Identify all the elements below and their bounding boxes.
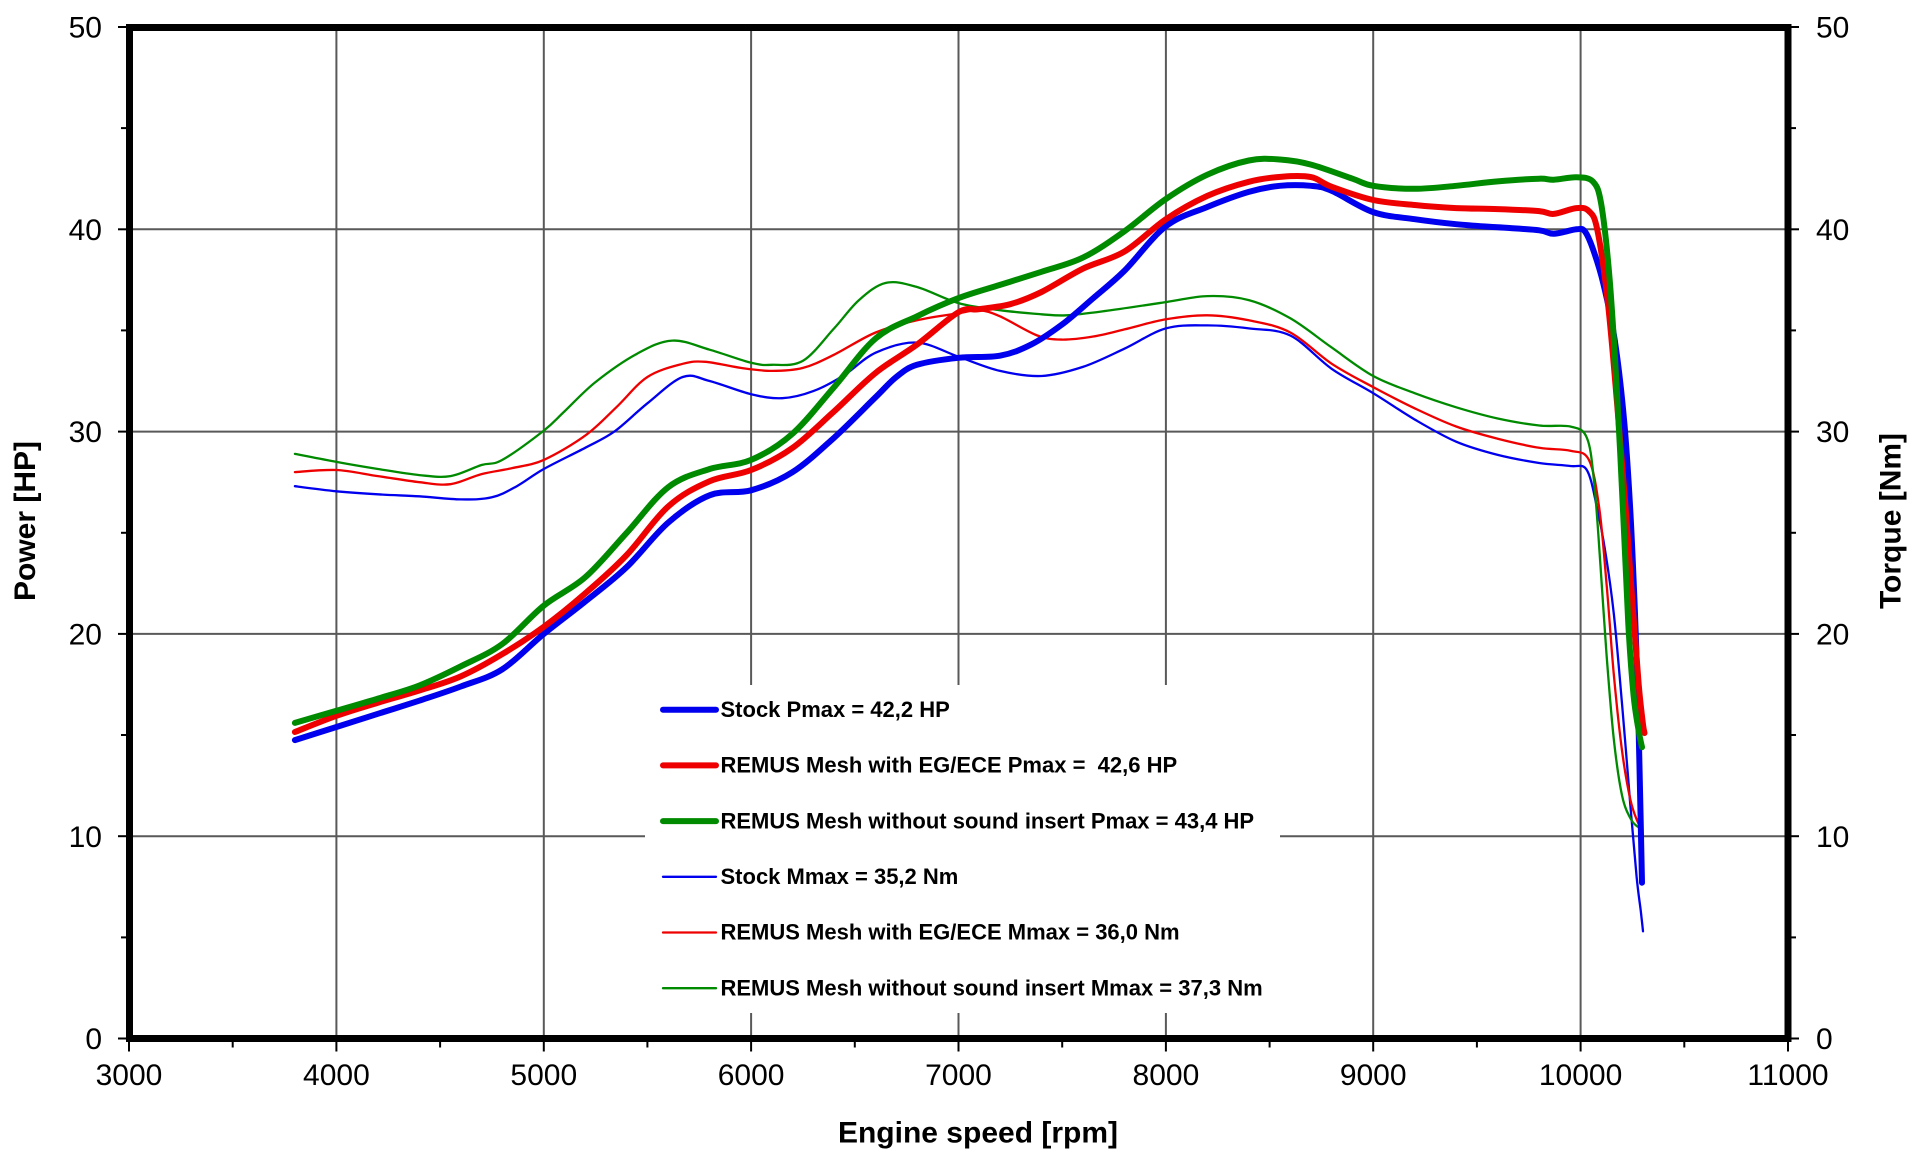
svg-text:50: 50: [69, 12, 102, 45]
svg-text:Stock Pmax = 42,2 HP: Stock Pmax = 42,2 HP: [721, 697, 950, 722]
svg-text:4000: 4000: [303, 1059, 370, 1092]
svg-text:5000: 5000: [510, 1059, 577, 1092]
svg-text:10: 10: [69, 821, 102, 854]
svg-text:30: 30: [69, 416, 102, 449]
svg-text:Torque [Nm]: Torque [Nm]: [1875, 433, 1908, 609]
svg-text:6000: 6000: [718, 1059, 785, 1092]
svg-text:REMUS Mesh with EG/ECE Pmax =: REMUS Mesh with EG/ECE Pmax = 42,6 HP: [721, 753, 1178, 778]
svg-text:11000: 11000: [1747, 1059, 1828, 1092]
svg-text:10: 10: [1816, 821, 1849, 854]
svg-text:Engine speed [rpm]: Engine speed [rpm]: [838, 1117, 1118, 1150]
svg-text:REMUS Mesh without sound inser: REMUS Mesh without sound insert Pmax = 4…: [721, 808, 1255, 833]
svg-text:40: 40: [69, 214, 102, 247]
svg-text:9000: 9000: [1340, 1059, 1407, 1092]
svg-text:7000: 7000: [925, 1059, 992, 1092]
svg-text:Stock Mmax = 35,2 Nm: Stock Mmax = 35,2 Nm: [721, 864, 959, 889]
svg-text:0: 0: [85, 1023, 102, 1056]
svg-text:Power [HP]: Power [HP]: [9, 441, 42, 601]
svg-text:0: 0: [1816, 1023, 1833, 1056]
svg-text:10000: 10000: [1539, 1059, 1622, 1092]
svg-text:REMUS Mesh without sound inser: REMUS Mesh without sound insert Mmax = 3…: [721, 975, 1263, 1000]
svg-text:REMUS Mesh with EG/ECE Mmax =: REMUS Mesh with EG/ECE Mmax = 36,0 Nm: [721, 920, 1180, 945]
svg-text:20: 20: [1816, 619, 1849, 652]
svg-text:50: 50: [1816, 12, 1849, 45]
svg-text:30: 30: [1816, 416, 1849, 449]
svg-text:8000: 8000: [1133, 1059, 1200, 1092]
svg-text:20: 20: [69, 619, 102, 652]
svg-text:40: 40: [1816, 214, 1849, 247]
svg-text:3000: 3000: [96, 1059, 163, 1092]
